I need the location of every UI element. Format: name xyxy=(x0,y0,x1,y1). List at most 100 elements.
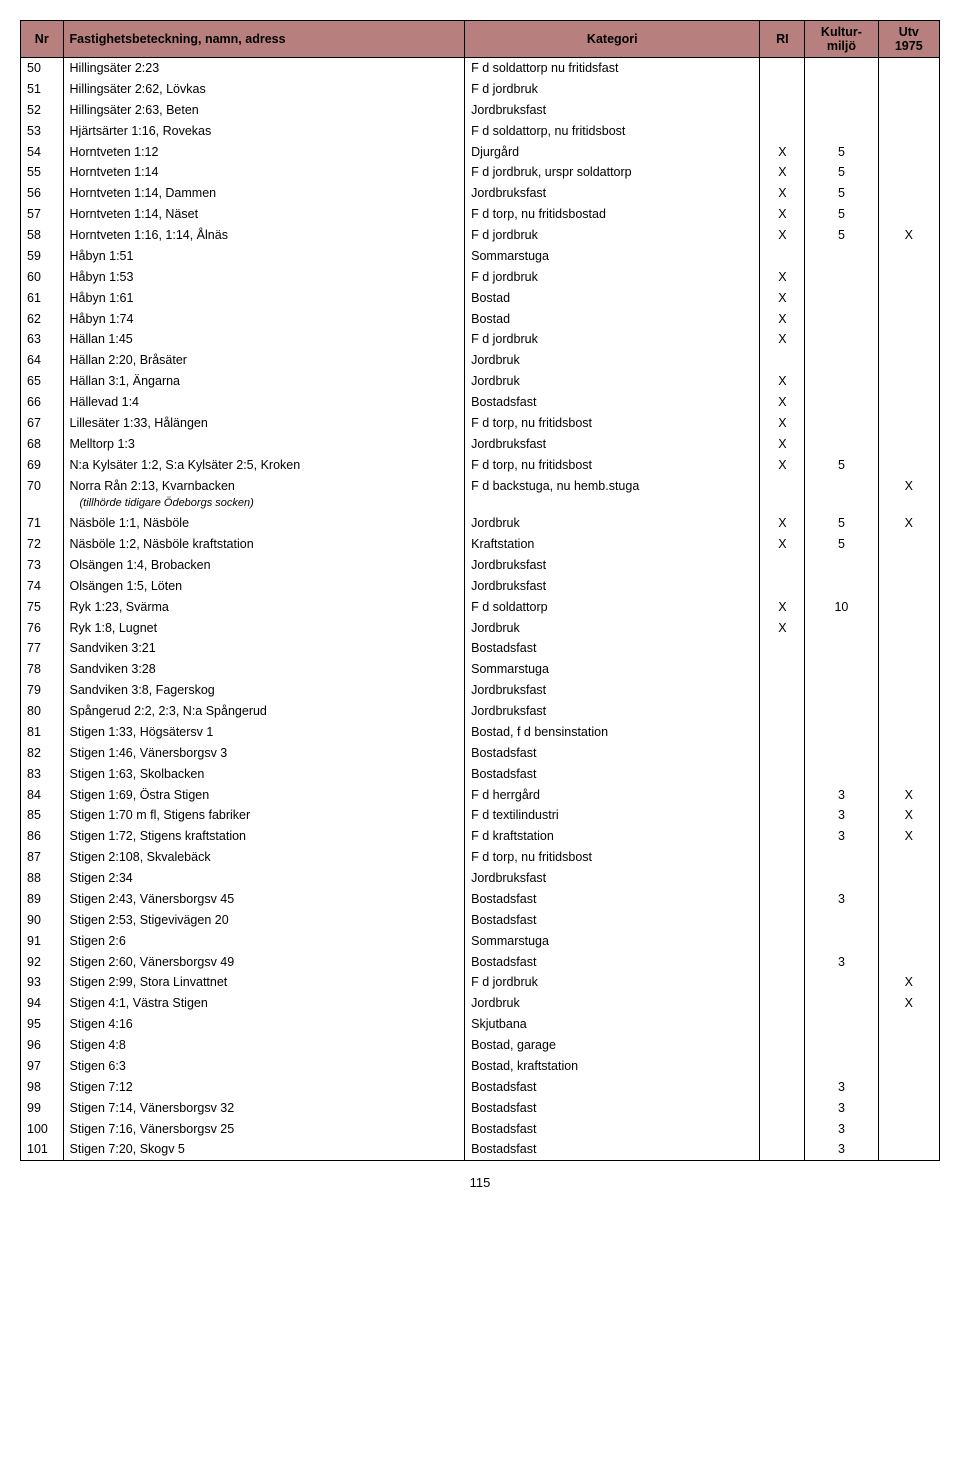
cell-nr: 61 xyxy=(21,288,64,309)
table-row: 74Olsängen 1:5, LötenJordbruksfast xyxy=(21,576,940,597)
cell-name: Stigen 1:33, Högsätersv 1 xyxy=(63,722,465,743)
cell-utv xyxy=(878,100,939,121)
cell-ri: X xyxy=(760,392,805,413)
cell-ri xyxy=(760,868,805,889)
cell-name: Ryk 1:23, Svärma xyxy=(63,597,465,618)
cell-kategori: Jordbruksfast xyxy=(465,555,760,576)
cell-kategori: Jordbruk xyxy=(465,513,760,534)
cell-kulturmiljo xyxy=(805,910,878,931)
table-row: 99Stigen 7:14, Vänersborgsv 32Bostadsfas… xyxy=(21,1098,940,1119)
cell-name: Sandviken 3:8, Fagerskog xyxy=(63,680,465,701)
cell-kategori: Jordbruksfast xyxy=(465,100,760,121)
cell-kategori: Sommarstuga xyxy=(465,931,760,952)
cell-ri xyxy=(760,1056,805,1077)
cell-nr: 50 xyxy=(21,58,64,79)
cell-name: Hjärtsärter 1:16, Rovekas xyxy=(63,121,465,142)
cell-name: Stigen 7:12 xyxy=(63,1077,465,1098)
cell-name: Stigen 7:16, Vänersborgsv 25 xyxy=(63,1119,465,1140)
cell-ri xyxy=(760,121,805,142)
cell-ri: X xyxy=(760,597,805,618)
cell-ri xyxy=(760,1035,805,1056)
table-row: 50Hillingsäter 2:23F d soldattorp nu fri… xyxy=(21,58,940,79)
table-row: 79Sandviken 3:8, FagerskogJordbruksfast xyxy=(21,680,940,701)
cell-nr: 100 xyxy=(21,1119,64,1140)
table-row: 80Spångerud 2:2, 2:3, N:a SpångerudJordb… xyxy=(21,701,940,722)
cell-name: Stigen 1:72, Stigens kraftstation xyxy=(63,826,465,847)
cell-kategori: F d herrgård xyxy=(465,785,760,806)
cell-name: Stigen 7:20, Skogv 5 xyxy=(63,1139,465,1160)
cell-ri xyxy=(760,764,805,785)
cell-kategori: F d backstuga, nu hemb.stuga xyxy=(465,476,760,497)
cell-name: Hällevad 1:4 xyxy=(63,392,465,413)
table-row: 82Stigen 1:46, Vänersborgsv 3Bostadsfast xyxy=(21,743,940,764)
cell-kategori: F d jordbruk xyxy=(465,267,760,288)
table-row: 87Stigen 2:108, SkvalebäckF d torp, nu f… xyxy=(21,847,940,868)
table-row: 56Horntveten 1:14, DammenJordbruksfastX5 xyxy=(21,183,940,204)
cell-ri: X xyxy=(760,434,805,455)
cell-kulturmiljo xyxy=(805,972,878,993)
table-row: 92Stigen 2:60, Vänersborgsv 49Bostadsfas… xyxy=(21,952,940,973)
cell-ri: X xyxy=(760,618,805,639)
cell-kategori: Bostadsfast xyxy=(465,910,760,931)
cell-ri xyxy=(760,58,805,79)
cell-kategori: Jordbruk xyxy=(465,993,760,1014)
cell-utv xyxy=(878,58,939,79)
cell-nr: 60 xyxy=(21,267,64,288)
cell-nr xyxy=(21,496,64,513)
table-row: 86Stigen 1:72, Stigens kraftstationF d k… xyxy=(21,826,940,847)
cell-utv xyxy=(878,162,939,183)
cell-kulturmiljo xyxy=(805,722,878,743)
cell-nr: 79 xyxy=(21,680,64,701)
cell-kategori: Bostad, kraftstation xyxy=(465,1056,760,1077)
cell-kategori: Jordbruk xyxy=(465,350,760,371)
cell-nr: 74 xyxy=(21,576,64,597)
table-row: 78Sandviken 3:28Sommarstuga xyxy=(21,659,940,680)
cell-utv: X xyxy=(878,826,939,847)
cell-kategori: F d textilindustri xyxy=(465,805,760,826)
cell-kategori: F d jordbruk xyxy=(465,225,760,246)
cell-nr: 77 xyxy=(21,638,64,659)
cell-kategori: Bostadsfast xyxy=(465,638,760,659)
cell-ri: X xyxy=(760,267,805,288)
cell-name: Horntveten 1:12 xyxy=(63,142,465,163)
cell-ri: X xyxy=(760,371,805,392)
cell-nr: 76 xyxy=(21,618,64,639)
table-body: 50Hillingsäter 2:23F d soldattorp nu fri… xyxy=(21,58,940,1161)
cell-ri: X xyxy=(760,309,805,330)
cell-kulturmiljo xyxy=(805,413,878,434)
cell-kulturmiljo: 3 xyxy=(805,1077,878,1098)
cell-kategori: Bostadsfast xyxy=(465,743,760,764)
cell-utv xyxy=(878,246,939,267)
cell-utv xyxy=(878,392,939,413)
cell-utv xyxy=(878,847,939,868)
cell-kulturmiljo xyxy=(805,434,878,455)
cell-ri: X xyxy=(760,162,805,183)
cell-utv xyxy=(878,910,939,931)
cell-ri: X xyxy=(760,534,805,555)
cell-kategori: Djurgård xyxy=(465,142,760,163)
cell-utv: X xyxy=(878,972,939,993)
cell-utv: X xyxy=(878,993,939,1014)
cell-ri: X xyxy=(760,288,805,309)
cell-ri xyxy=(760,1077,805,1098)
cell-utv xyxy=(878,638,939,659)
cell-ri: X xyxy=(760,413,805,434)
cell-kulturmiljo: 3 xyxy=(805,1098,878,1119)
cell-utv: X xyxy=(878,476,939,497)
cell-name: Stigen 2:53, Stigevivägen 20 xyxy=(63,910,465,931)
cell-kulturmiljo xyxy=(805,680,878,701)
cell-name: Stigen 2:60, Vänersborgsv 49 xyxy=(63,952,465,973)
cell-name: Hillingsäter 2:62, Lövkas xyxy=(63,79,465,100)
cell-utv xyxy=(878,555,939,576)
cell-nr: 71 xyxy=(21,513,64,534)
cell-kategori: Jordbruksfast xyxy=(465,680,760,701)
cell-kategori: Bostad, f d bensinstation xyxy=(465,722,760,743)
cell-name: Stigen 2:43, Vänersborgsv 45 xyxy=(63,889,465,910)
cell-note: (tillhörde tidigare Ödeborgs socken) xyxy=(63,496,465,513)
cell-kategori: F d soldattorp xyxy=(465,597,760,618)
cell-ri xyxy=(760,910,805,931)
cell-nr: 87 xyxy=(21,847,64,868)
cell-nr: 68 xyxy=(21,434,64,455)
cell-utv xyxy=(878,889,939,910)
property-table: Nr Fastighetsbeteckning, namn, adress Ka… xyxy=(20,20,940,1161)
